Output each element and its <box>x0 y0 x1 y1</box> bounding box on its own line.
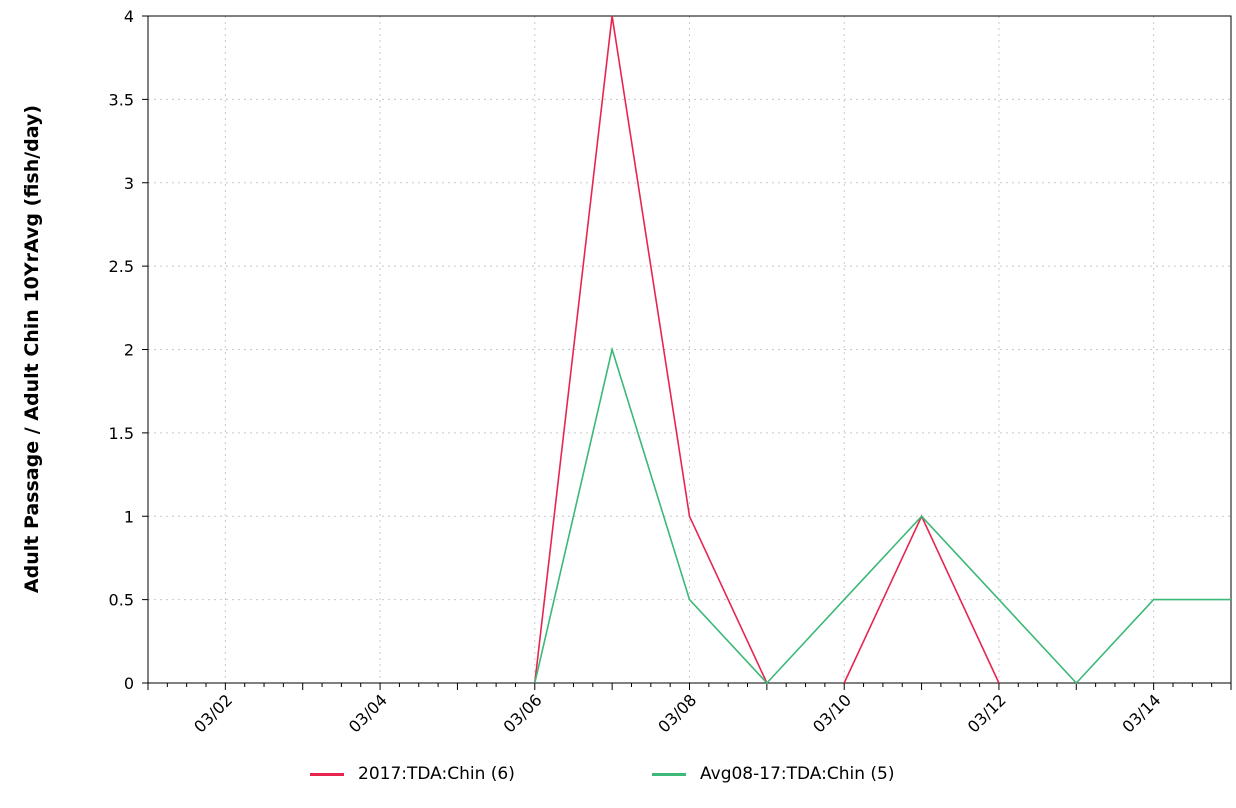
tick-labels: 0 0.5 1 1.5 2 2.5 3 3.5 4 03/02 03/04 03/06 03/08 03/… <box>109 7 1165 736</box>
line-chart: 0 0.5 1 1.5 2 2.5 3 3.5 4 03/02 03/04 03/06 03/08 03/… <box>21 7 1232 736</box>
legend-label-2017: 2017:TDA:Chin (6) <box>358 764 515 784</box>
series-lines <box>534 15 1231 685</box>
y-tick-label: 0.5 <box>109 591 134 610</box>
plot-frame <box>147 15 1232 684</box>
y-tick-label: 1.5 <box>109 424 134 443</box>
y-tick-label: 3.5 <box>109 90 134 109</box>
x-tick-label: 03/08 <box>654 690 700 736</box>
y-axis-label: Adult Passage / Adult Chin 10YrAvg (fish… <box>21 105 43 593</box>
axes <box>142 15 1232 690</box>
series-line-avg08-17 <box>534 346 1231 685</box>
series-line-2017 <box>843 514 1000 684</box>
x-tick-label: 03/14 <box>1118 690 1164 736</box>
legend-swatch-avg08-17 <box>652 772 686 776</box>
y-tick-label: 0 <box>124 674 134 693</box>
x-tick-label: 03/12 <box>964 690 1010 736</box>
x-tick-label: 03/10 <box>809 690 855 736</box>
y-tick-label: 2 <box>124 341 134 360</box>
legend-label-avg08-17: Avg08-17:TDA:Chin (5) <box>700 764 895 784</box>
legend-swatch-2017 <box>310 772 344 776</box>
y-tick-label: 2.5 <box>109 257 134 276</box>
x-tick-label: 03/04 <box>345 690 391 736</box>
y-tick-label: 4 <box>124 7 134 26</box>
grid <box>148 16 1231 683</box>
x-tick-label: 03/06 <box>500 690 546 736</box>
legend: 2017:TDA:Chin (6) Avg08-17:TDA:Chin (5) <box>0 756 1236 792</box>
series-line-2017 <box>534 15 768 684</box>
y-tick-label: 3 <box>124 174 134 193</box>
legend-item-2017: 2017:TDA:Chin (6) <box>310 756 515 792</box>
x-tick-label: 03/02 <box>190 690 236 736</box>
y-tick-label: 1 <box>124 507 134 526</box>
legend-item-avg08-17: Avg08-17:TDA:Chin (5) <box>652 756 894 792</box>
